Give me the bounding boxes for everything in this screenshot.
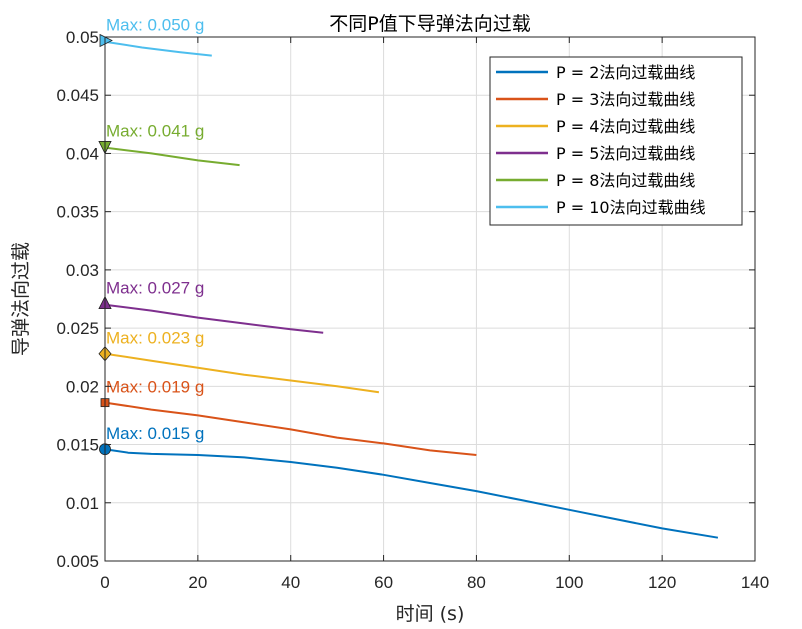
- x-tick-label: 80: [467, 573, 486, 592]
- series-line: [104, 303, 324, 334]
- plot-frame: [104, 36, 756, 562]
- x-tick-label: 0: [100, 573, 109, 592]
- series-line: [104, 146, 240, 167]
- legend-label: P = 4法向过载曲线: [556, 117, 695, 136]
- series-layer: [104, 40, 719, 539]
- y-tick-label: 0.03: [66, 261, 99, 280]
- legend: P = 2法向过载曲线 P = 3法向过载曲线 P = 4法向过载曲线 P = 5法向…: [489, 56, 743, 226]
- y-tick-label: 0.05: [66, 28, 99, 47]
- legend-box: [489, 56, 743, 226]
- x-tick-label: 40: [281, 573, 300, 592]
- legend-label: P = 10法向过载曲线: [556, 198, 706, 217]
- y-tick-label: 0.015: [56, 436, 99, 455]
- axis-ticks: 0 20 40 60 80 100 120 140 0.005 0.01 0.015 0.02 0.02…: [56, 28, 769, 592]
- y-tick-label: 0.045: [56, 86, 99, 105]
- legend-label: P = 2法向过载曲线: [556, 63, 695, 82]
- x-tick-label: 20: [188, 573, 207, 592]
- y-tick-label: 0.01: [66, 494, 99, 513]
- y-tick-label: 0.02: [66, 377, 99, 396]
- series-line: [104, 448, 719, 539]
- x-tick-label: 140: [741, 573, 769, 592]
- y-tick-label: 0.035: [56, 203, 99, 222]
- x-tick-label: 120: [648, 573, 676, 592]
- series-line: [104, 40, 212, 57]
- legend-label: P = 5法向过载曲线: [556, 144, 695, 163]
- chart-title: 不同P值下导弹法向过载: [329, 13, 530, 35]
- max-value-label: Max: 0.019 g: [106, 378, 204, 397]
- max-value-label: Max: 0.023 g: [106, 329, 204, 348]
- y-axis-title: 导弹法向过载: [10, 242, 32, 356]
- max-markers: Max: 0.015 g Max: 0.019 g Max: 0.023 g Max:…: [98, 15, 204, 456]
- max-value-label: Max: 0.041 g: [106, 121, 204, 140]
- max-value-label: Max: 0.015 g: [106, 424, 204, 443]
- max-value-label: Max: 0.027 g: [106, 279, 204, 298]
- series-line: [104, 401, 477, 456]
- y-tick-label: 0.025: [56, 319, 99, 338]
- x-axis-title: 时间 (s): [396, 603, 465, 625]
- series-line: [104, 352, 380, 394]
- legend-label: P = 3法向过载曲线: [556, 90, 695, 109]
- x-tick-label: 100: [555, 573, 583, 592]
- legend-label: P = 8法向过载曲线: [556, 171, 695, 190]
- y-tick-label: 0.005: [56, 552, 99, 571]
- max-value-label: Max: 0.050 g: [106, 15, 204, 34]
- y-tick-label: 0.04: [66, 144, 99, 163]
- x-tick-label: 60: [374, 573, 393, 592]
